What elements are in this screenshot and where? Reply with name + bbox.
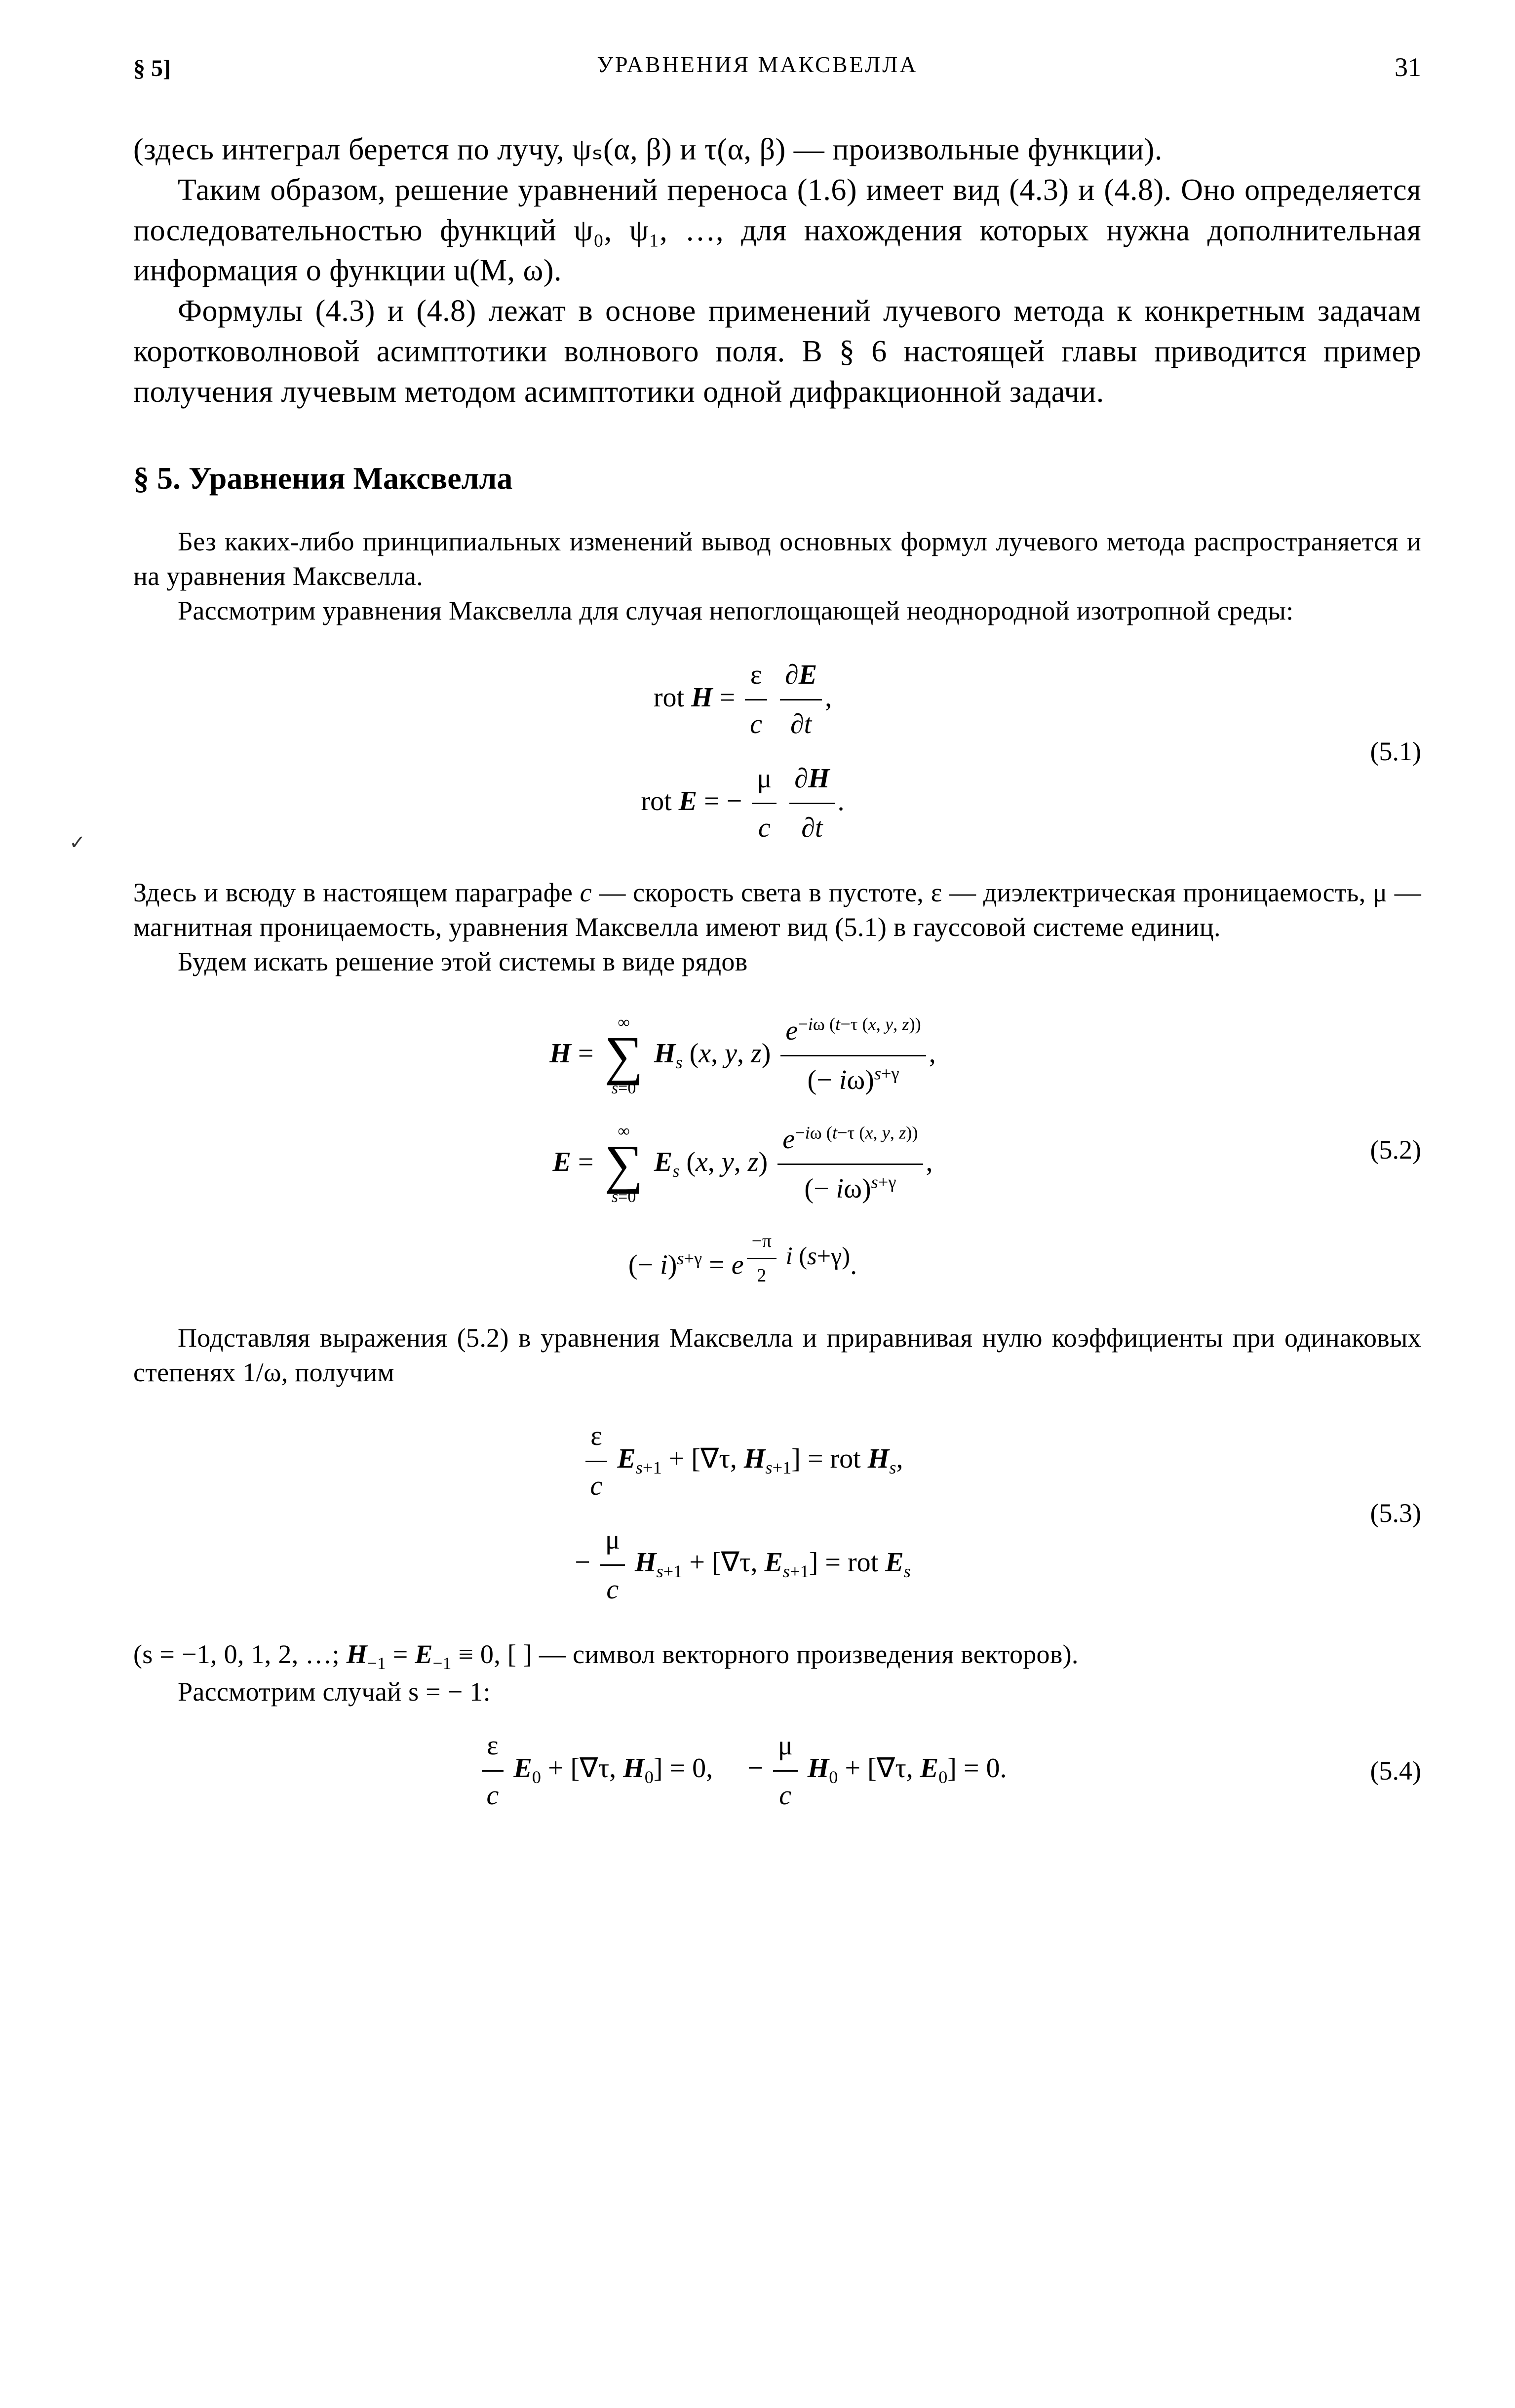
- paragraph-small: Без каких-либо принципиальных изменений …: [133, 524, 1421, 593]
- text-run: (s = −1, 0, 1, 2, …;: [133, 1639, 347, 1669]
- paragraph: (здесь интеграл берется по лучу, ψₛ(α, β…: [133, 130, 1421, 170]
- text-run: ≡ 0, [ ] — символ векторного произведени…: [452, 1639, 1079, 1669]
- header-section: § 5]: [133, 53, 171, 85]
- paragraph-small: Здесь и всюду в настоящем параграфе c — …: [133, 875, 1421, 944]
- var-H: H: [347, 1639, 367, 1669]
- paragraph: Таким образом, решение уравнений перенос…: [133, 170, 1421, 291]
- equation-number: (5.4): [1352, 1753, 1421, 1789]
- running-header: § 5] УРАВНЕНИЯ МАКСВЕЛЛА 31: [133, 49, 1421, 85]
- equation-5-1: rot H = εc ∂E∂t, rot E = − μc ∂H∂t. (5.1…: [133, 643, 1421, 860]
- var-E: E: [415, 1639, 432, 1669]
- equation-content: εc E0 + [∇τ, H0] = 0, − μc H0 + [∇τ, E0]…: [133, 1724, 1352, 1818]
- paragraph-small: Подставляя выражения (5.2) в уравнения М…: [133, 1321, 1421, 1390]
- equation-number: (5.2): [1352, 1132, 1421, 1168]
- subscript: −1: [367, 1653, 386, 1672]
- page-number: 31: [1395, 49, 1421, 85]
- paragraph-small: Рассмотрим случай s = − 1:: [133, 1674, 1421, 1709]
- equation-number: (5.1): [1352, 734, 1421, 770]
- equation-content: rot H = εc ∂E∂t, rot E = − μc ∂H∂t.: [133, 643, 1352, 860]
- section-title: § 5. Уравнения Максвелла: [133, 457, 1421, 500]
- equation-5-4: εc E0 + [∇τ, H0] = 0, − μc H0 + [∇τ, E0]…: [133, 1724, 1421, 1818]
- paragraph-small: Будем искать решение этой системы в виде…: [133, 944, 1421, 979]
- paragraph-small: (s = −1, 0, 1, 2, …; H−1 = E−1 ≡ 0, [ ] …: [133, 1637, 1421, 1674]
- equation-content: εc Es+1 + [∇τ, Hs+1] = rot Hs, − μc Hs+1…: [133, 1404, 1352, 1622]
- equation-content: H = ∞∑s=0 Hs (x, y, z) e−iω (t−τ (x, y, …: [133, 994, 1352, 1306]
- equation-5-2: H = ∞∑s=0 Hs (x, y, z) e−iω (t−τ (x, y, …: [133, 994, 1421, 1306]
- header-title: УРАВНЕНИЯ МАКСВЕЛЛА: [597, 49, 918, 80]
- equation-number: (5.3): [1352, 1495, 1421, 1531]
- equation-5-3: εc Es+1 + [∇τ, Hs+1] = rot Hs, − μc Hs+1…: [133, 1404, 1421, 1622]
- paragraph-small: Рассмотрим уравнения Максвелла для случа…: [133, 593, 1421, 628]
- margin-tick: ✓: [69, 829, 86, 856]
- text-run: Здесь и всюду в настоящем параграфе: [133, 878, 580, 907]
- var-c: c: [580, 878, 592, 907]
- paragraph: Формулы (4.3) и (4.8) лежат в основе при…: [133, 291, 1421, 412]
- subscript: −1: [433, 1653, 452, 1672]
